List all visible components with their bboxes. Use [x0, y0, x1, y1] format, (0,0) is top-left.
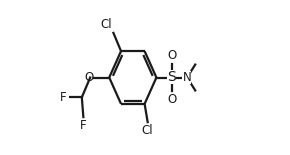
- Text: F: F: [80, 119, 87, 132]
- Text: Cl: Cl: [100, 18, 112, 31]
- Text: N: N: [182, 71, 191, 84]
- Text: O: O: [167, 93, 176, 106]
- Text: Cl: Cl: [142, 124, 153, 137]
- Text: S: S: [167, 71, 176, 84]
- Text: O: O: [167, 49, 176, 62]
- Text: F: F: [60, 91, 67, 104]
- Text: O: O: [84, 71, 93, 84]
